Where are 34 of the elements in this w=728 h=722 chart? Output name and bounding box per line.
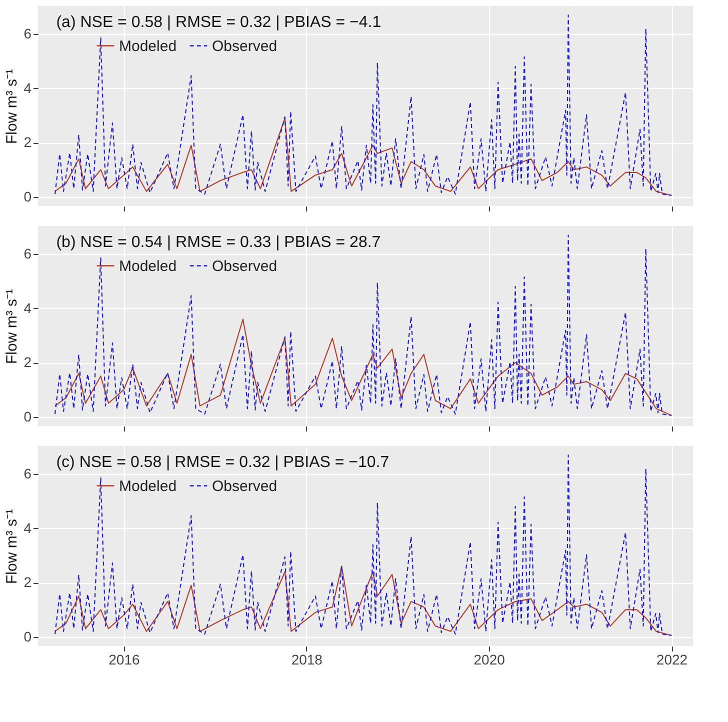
y-tick-label: 0	[24, 628, 32, 644]
legend-label: Modeled	[119, 478, 177, 495]
x-tick-label: 2020	[474, 652, 506, 668]
x-tick-label: 2018	[291, 652, 323, 668]
text: (b) NSE = 0.54 | RMSE = 0.33 | PBIAS = 28.7	[56, 234, 381, 251]
line-series	[54, 14, 672, 196]
x-tick-label: 2016	[108, 652, 140, 668]
line-series	[54, 118, 672, 196]
y-axis-title: Flow m³ s⁻¹	[4, 69, 21, 144]
y-tick-label: 4	[24, 520, 32, 536]
legend-label: Modeled	[119, 258, 177, 275]
legend-label: Modeled	[119, 38, 177, 55]
line-series	[54, 454, 672, 636]
y-axis-title: Flow m³ s⁻¹	[4, 289, 21, 364]
y-tick-label: 6	[24, 466, 32, 482]
y-tick-label: 0	[24, 408, 32, 424]
y-axis-title: Flow m³ s⁻¹	[4, 509, 21, 584]
y-tick-label: 2	[24, 134, 32, 150]
legend-label: Observed	[212, 258, 278, 275]
legend-label: Observed	[212, 38, 278, 55]
y-tick-label: 6	[24, 246, 32, 262]
y-tick-label: 6	[24, 26, 32, 42]
y-tick-label: 4	[24, 80, 32, 96]
x-tick-label: 2022	[656, 652, 688, 668]
line-series	[54, 566, 672, 636]
legend-label: Observed	[212, 478, 278, 495]
text: (a) NSE = 0.58 | RMSE = 0.32 | PBIAS = −4.1	[56, 14, 382, 31]
line-series	[54, 318, 672, 416]
text: (c) NSE = 0.58 | RMSE = 0.32 | PBIAS = −10.7	[56, 454, 390, 471]
y-tick-label: 2	[24, 354, 32, 370]
line-series	[54, 234, 672, 416]
y-tick-label: 2	[24, 574, 32, 590]
y-tick-label: 4	[24, 300, 32, 316]
y-tick-label: 0	[24, 188, 32, 204]
